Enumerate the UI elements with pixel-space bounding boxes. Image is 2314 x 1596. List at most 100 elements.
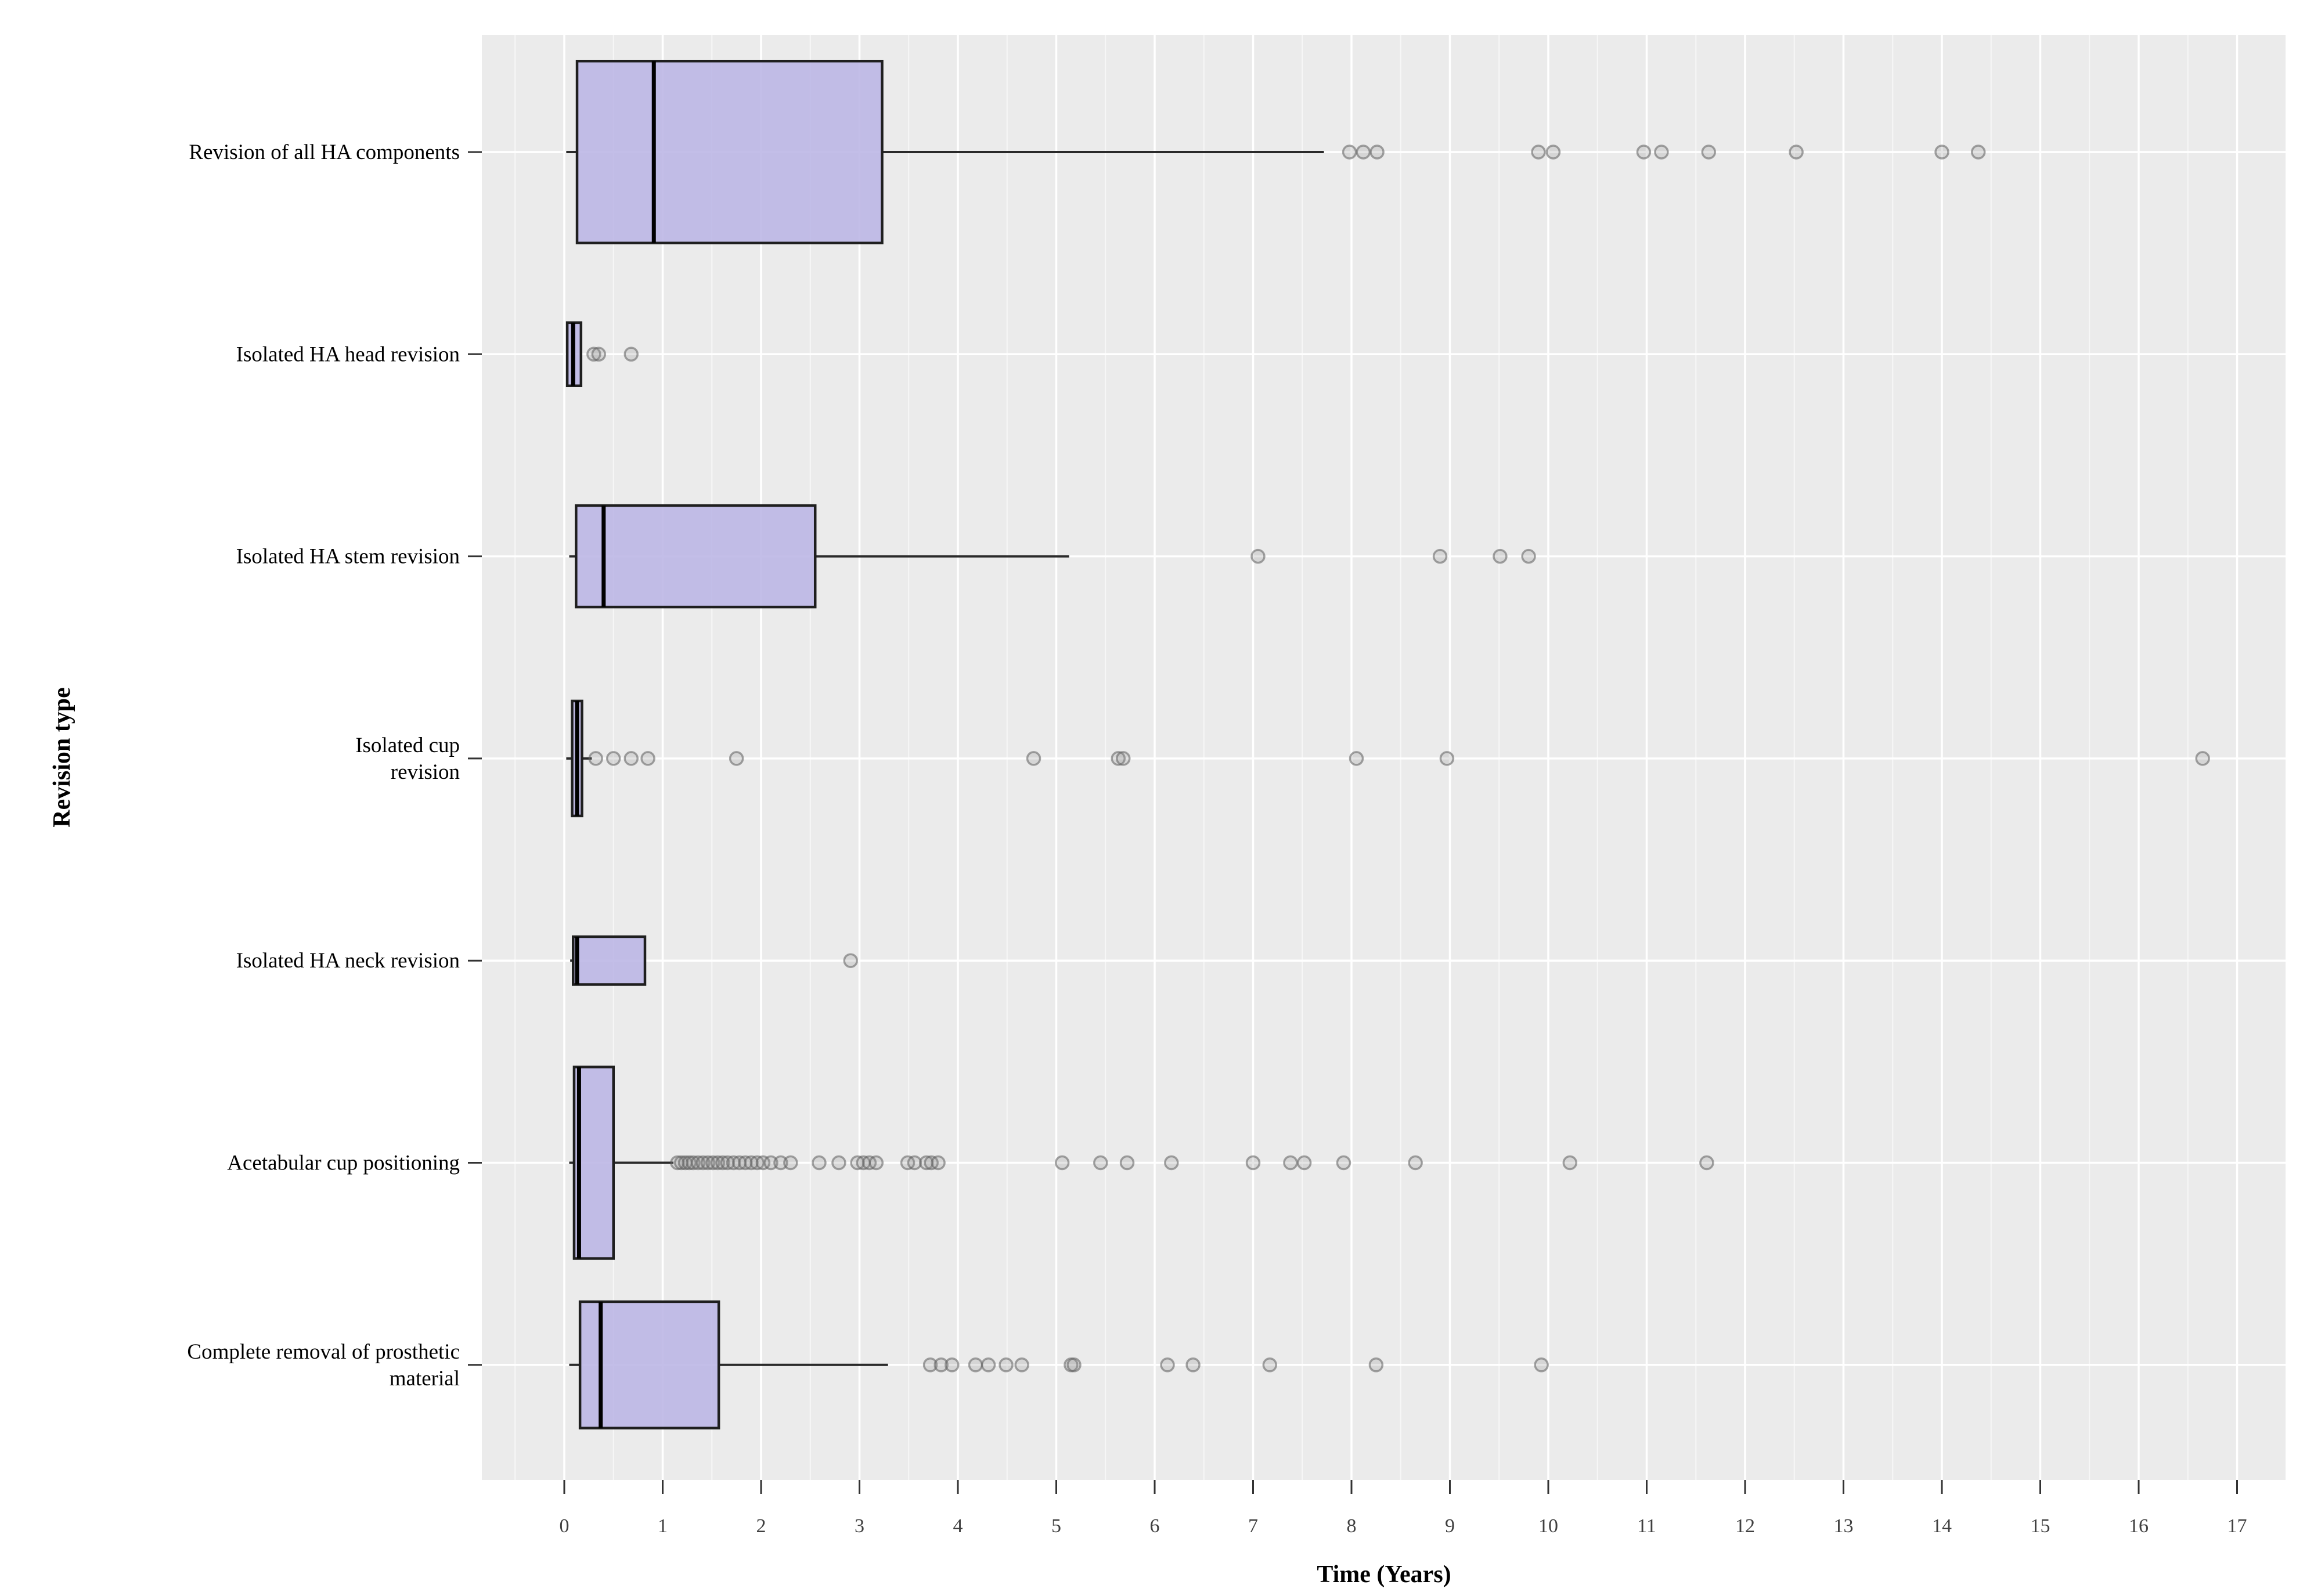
outlier-point bbox=[1185, 1357, 1201, 1373]
x-tick-label: 10 bbox=[1538, 1515, 1558, 1537]
x-tick-label: 9 bbox=[1445, 1515, 1455, 1537]
outlier-point bbox=[1356, 145, 1371, 160]
y-category-label: Isolated cup revision bbox=[355, 734, 460, 784]
x-tick-label: 12 bbox=[1735, 1515, 1755, 1537]
boxplot-row bbox=[566, 60, 1986, 244]
outlier-point bbox=[715, 1155, 730, 1171]
outlier-point bbox=[1026, 751, 1041, 766]
outlier-point bbox=[1408, 1155, 1423, 1171]
x-tick-label: 6 bbox=[1150, 1515, 1160, 1537]
x-tick-label: 4 bbox=[953, 1515, 963, 1537]
outlier-point bbox=[1119, 1155, 1135, 1171]
x-tick-label: 14 bbox=[1932, 1515, 1952, 1537]
outlier-point bbox=[1439, 751, 1455, 766]
outlier-point bbox=[588, 751, 603, 766]
outlier-point bbox=[931, 1155, 946, 1171]
outlier-point bbox=[922, 1357, 938, 1373]
x-tick-label: 15 bbox=[2031, 1515, 2050, 1537]
y-category-label: Isolated HA neck revision bbox=[236, 949, 460, 973]
outlier-point bbox=[933, 1357, 949, 1373]
outlier-point bbox=[1699, 1155, 1714, 1171]
outlier-point bbox=[968, 1357, 983, 1373]
outlier-point bbox=[591, 346, 607, 362]
outlier-point bbox=[1521, 548, 1536, 564]
box-iqr bbox=[575, 60, 884, 244]
boxplot-row bbox=[569, 1300, 1549, 1429]
outlier-point bbox=[945, 1357, 960, 1373]
outlier-point bbox=[1250, 548, 1266, 564]
outlier-point bbox=[1014, 1357, 1029, 1373]
outlier-point bbox=[999, 1357, 1014, 1373]
outlier-point bbox=[1432, 548, 1448, 564]
outlier-point bbox=[1369, 145, 1385, 160]
boxplot-row bbox=[566, 699, 2210, 818]
box-iqr bbox=[572, 935, 647, 986]
plot-panel bbox=[482, 35, 2286, 1480]
x-tick-label: 7 bbox=[1248, 1515, 1258, 1537]
outlier-point bbox=[606, 751, 621, 766]
outlier-point bbox=[1066, 1357, 1082, 1373]
outlier-point bbox=[1701, 145, 1717, 160]
outlier-point bbox=[1054, 1155, 1070, 1171]
outlier-point bbox=[1531, 145, 1546, 160]
y-category-label: Revision of all HA components bbox=[189, 140, 460, 164]
outlier-point bbox=[812, 1155, 827, 1171]
boxplot-row bbox=[565, 321, 639, 387]
gridlines bbox=[482, 35, 2286, 1480]
outlier-point bbox=[868, 1155, 884, 1171]
boxplot-row bbox=[569, 1066, 1714, 1260]
outlier-point bbox=[1342, 145, 1357, 160]
outlier-point bbox=[1970, 145, 1986, 160]
boxplot-row bbox=[569, 504, 1536, 609]
outlier-point bbox=[1934, 145, 1949, 160]
y-axis-title: Revision type bbox=[49, 687, 75, 828]
x-tick-label: 8 bbox=[1347, 1515, 1357, 1537]
outlier-point bbox=[1545, 145, 1561, 160]
outlier-point bbox=[1116, 751, 1131, 766]
boxplots bbox=[565, 60, 2210, 1429]
outlier-point bbox=[1296, 1155, 1312, 1171]
y-category-label: Acetabular cup positioning bbox=[227, 1151, 460, 1175]
box-iqr bbox=[578, 1300, 720, 1429]
outlier-point bbox=[1534, 1357, 1549, 1373]
outlier-point bbox=[729, 751, 744, 766]
outlier-point bbox=[623, 346, 639, 362]
y-category-label: Isolated HA stem revision bbox=[236, 545, 460, 569]
outlier-point bbox=[1111, 751, 1126, 766]
outlier-point bbox=[640, 751, 655, 766]
outlier-point bbox=[1562, 1155, 1578, 1171]
x-tick-label: 5 bbox=[1051, 1515, 1061, 1537]
outlier-point bbox=[843, 953, 858, 968]
outlier-point bbox=[1349, 751, 1364, 766]
outlier-point bbox=[1789, 145, 1804, 160]
x-tick-label: 17 bbox=[2228, 1515, 2247, 1537]
outlier-point bbox=[1493, 548, 1508, 564]
x-tick-label: 13 bbox=[1834, 1515, 1854, 1537]
x-tick-label: 3 bbox=[855, 1515, 864, 1537]
box-iqr bbox=[575, 504, 817, 609]
x-tick-label: 11 bbox=[1637, 1515, 1656, 1537]
x-tick-label: 1 bbox=[658, 1515, 668, 1537]
y-category-label: Complete removal of prosthetic material bbox=[187, 1340, 460, 1391]
outlier-point bbox=[1245, 1155, 1261, 1171]
outlier-point bbox=[1262, 1357, 1278, 1373]
outlier-point bbox=[981, 1357, 996, 1373]
outlier-point bbox=[623, 751, 639, 766]
outlier-point bbox=[783, 1155, 798, 1171]
x-tick-label: 16 bbox=[2129, 1515, 2149, 1537]
boxplot-row bbox=[570, 935, 858, 986]
outlier-point bbox=[1283, 1155, 1298, 1171]
outlier-point bbox=[1654, 145, 1669, 160]
panel-background bbox=[482, 35, 2286, 1480]
outlier-point bbox=[1336, 1155, 1351, 1171]
outlier-point bbox=[2195, 751, 2210, 766]
outlier-point bbox=[1160, 1357, 1175, 1373]
y-category-label: Isolated HA head revision bbox=[236, 342, 460, 366]
outlier-point bbox=[1093, 1155, 1108, 1171]
outlier-point bbox=[586, 346, 601, 362]
x-axis-title: Time (Years) bbox=[1317, 1561, 1451, 1588]
outlier-point bbox=[831, 1155, 846, 1171]
